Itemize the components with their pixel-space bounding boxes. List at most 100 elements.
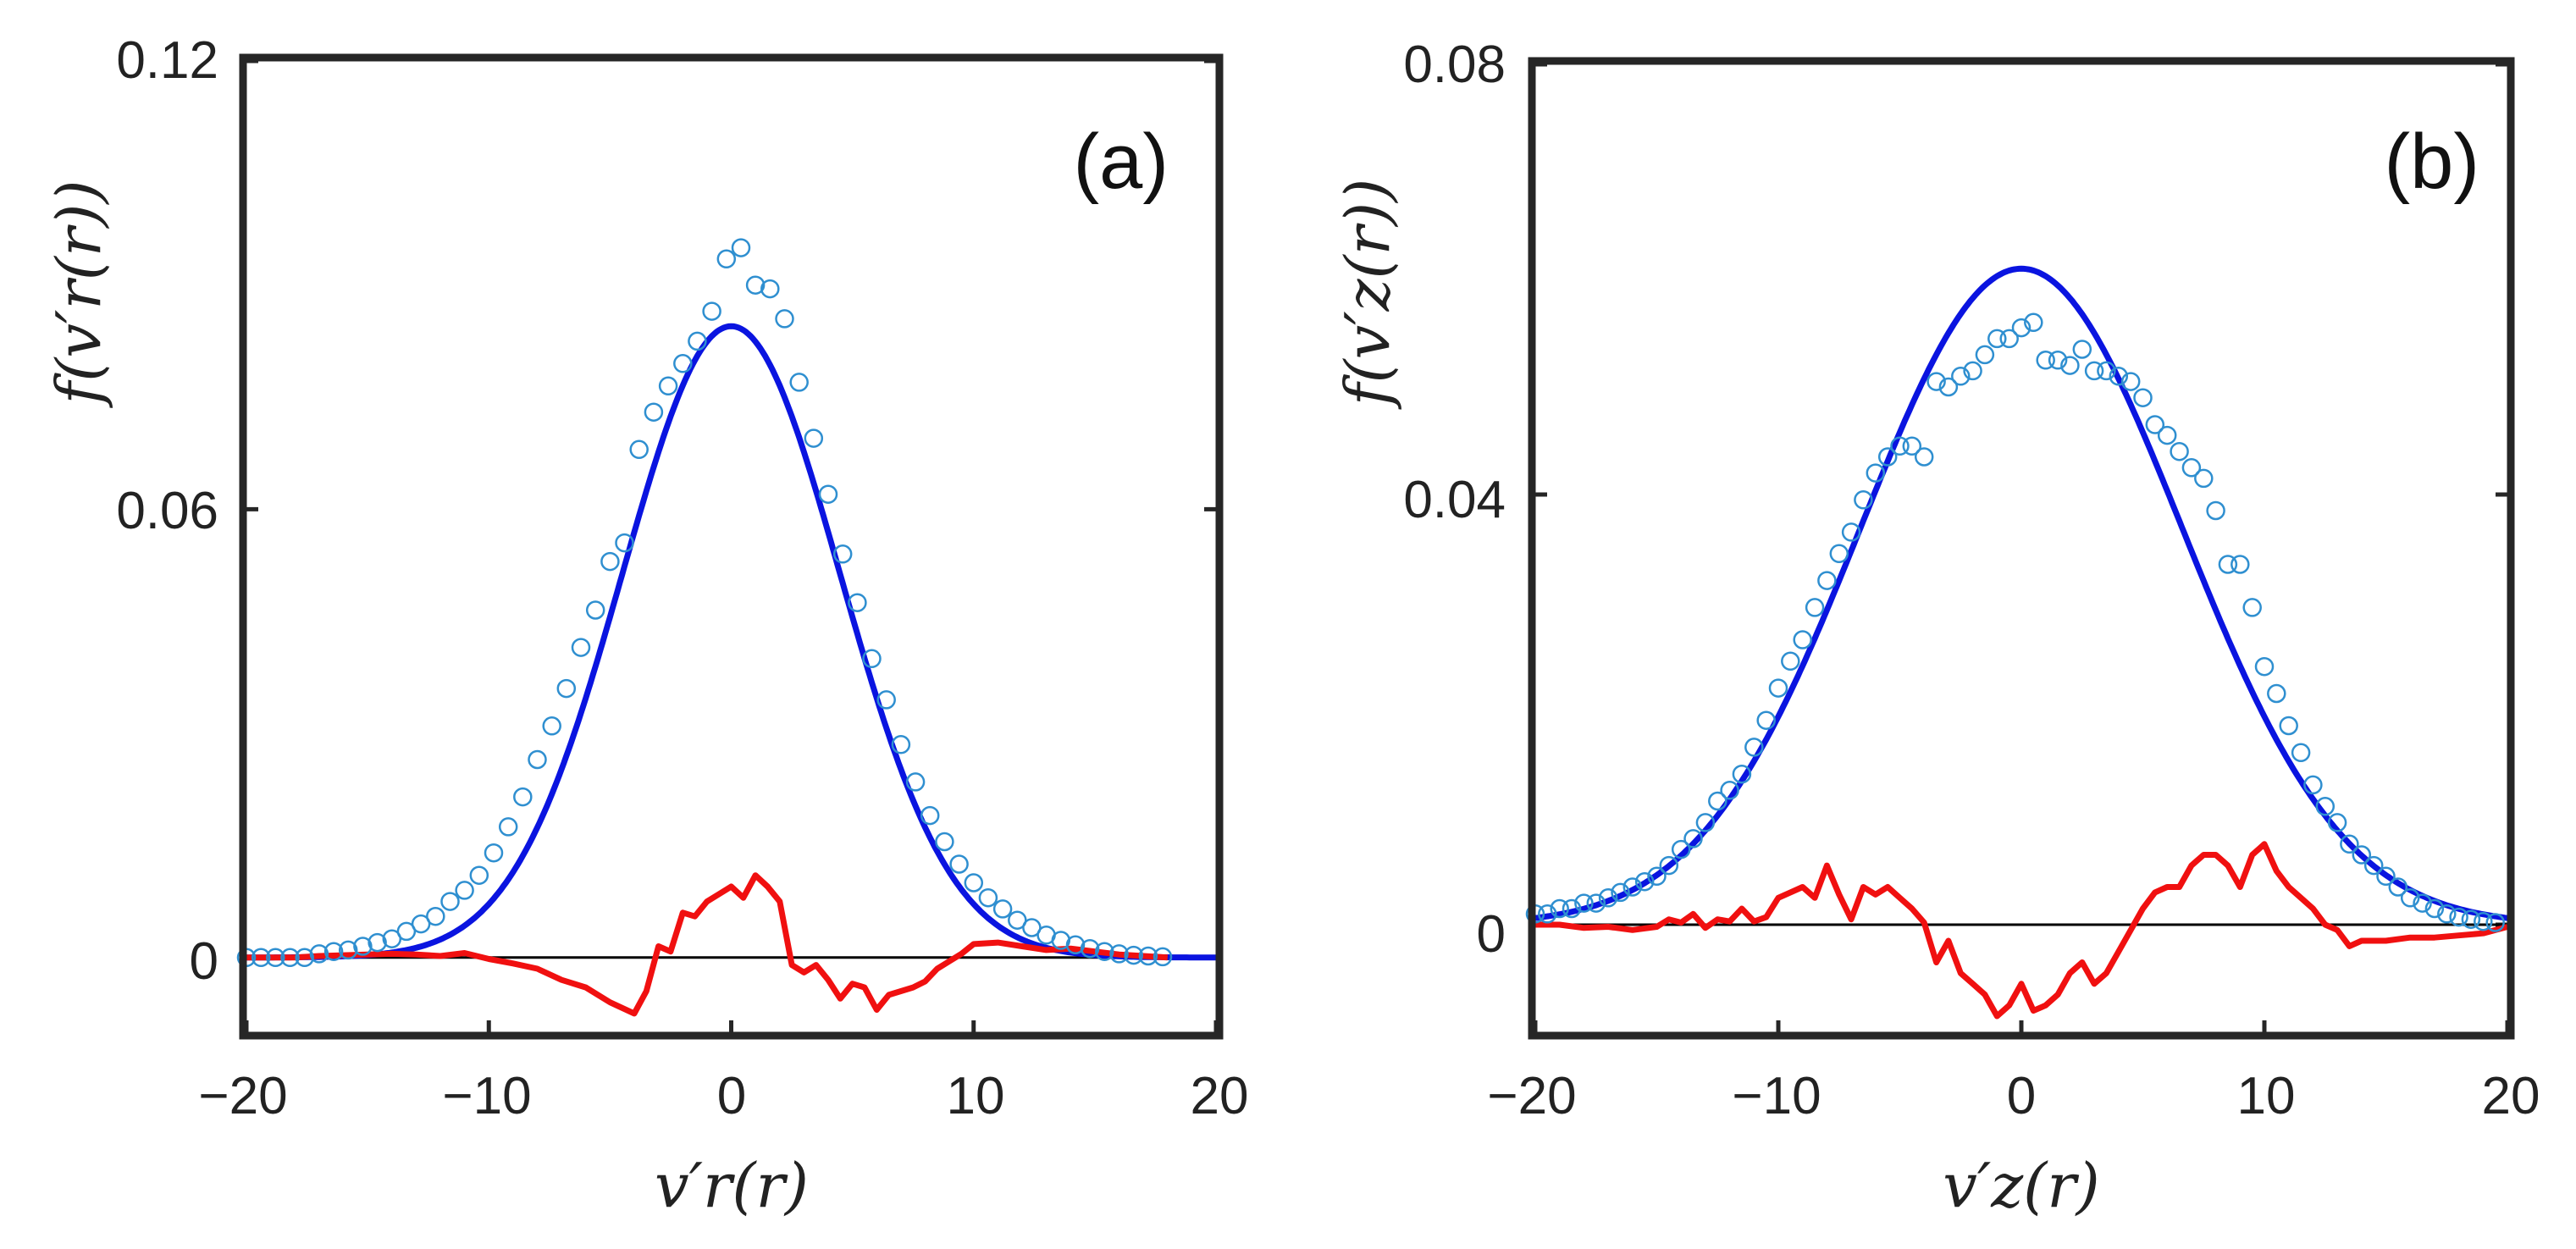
data-point (1683, 829, 1703, 848)
data-point (688, 331, 707, 351)
plot-area-b (1525, 62, 2510, 1032)
data-point (1095, 942, 1114, 961)
difference-line-b (1535, 841, 2508, 1020)
data-point (2048, 351, 2068, 370)
data-point (2231, 555, 2250, 574)
data-point (2291, 743, 2311, 763)
data-point (2315, 797, 2336, 816)
x-tick-label: −20 (1487, 1067, 1576, 1125)
x-tick-label: 0 (717, 1067, 746, 1125)
data-point (2145, 415, 2165, 434)
data-point (2474, 911, 2493, 931)
data-point (804, 428, 824, 448)
data-point (571, 638, 591, 657)
data-point (1720, 781, 1739, 800)
x-tick-label: 20 (2482, 1067, 2540, 1125)
data-point (891, 735, 911, 754)
data-point (1611, 882, 1630, 903)
data-point (1109, 944, 1129, 964)
data-point (615, 533, 634, 553)
data-point (862, 649, 882, 669)
data-point (1647, 866, 1667, 887)
data-point (1902, 436, 1922, 456)
data-point (309, 944, 329, 964)
x-axis-b: −20 −10 0 10 20 (1487, 1067, 2540, 1125)
data-point (1914, 447, 1934, 467)
data-point (1671, 839, 1691, 859)
data-point (1987, 329, 2007, 349)
data-point (266, 948, 285, 968)
data-point (2437, 904, 2457, 924)
y-axis-label-b: f(v′z(r)) (1332, 179, 1403, 410)
data-point (1708, 791, 1727, 811)
data-point (323, 942, 344, 961)
data-point (978, 887, 998, 908)
x-tick-label: −10 (442, 1067, 531, 1125)
data-point (964, 873, 984, 893)
data-point (1574, 893, 1594, 913)
data-point (2181, 458, 2202, 478)
data-point (280, 948, 300, 968)
data-point (992, 899, 1013, 919)
y-tick-label: 0.08 (1403, 36, 1506, 94)
data-point (2072, 340, 2092, 359)
data-point (818, 484, 838, 504)
data-point (2097, 361, 2116, 381)
data-point (1550, 898, 1569, 919)
data-point (949, 854, 969, 874)
plot-area-a (236, 58, 1219, 1032)
data-point (1695, 813, 1716, 832)
data-point (513, 787, 533, 807)
data-point (1022, 918, 1042, 937)
data-point (1975, 345, 1995, 365)
data-point (2084, 361, 2104, 381)
data-point (2194, 468, 2214, 489)
data-point (251, 948, 271, 968)
panel-label-a: (a) (1074, 119, 1169, 205)
data-point (1065, 935, 1086, 955)
fit-curve-b (1534, 265, 2508, 921)
data-point (1622, 877, 1643, 897)
data-point (1938, 377, 1959, 397)
data-point (2363, 855, 2384, 876)
data-point (920, 805, 940, 826)
data-point (2279, 716, 2298, 736)
data-point (1829, 544, 1849, 564)
data-point (2024, 312, 2043, 333)
data-point (585, 600, 605, 620)
data-point (556, 678, 577, 699)
data-point (716, 249, 737, 269)
data-point (2218, 555, 2238, 574)
x-tick-label: 20 (1191, 1067, 1249, 1125)
x-tick-label: −10 (1732, 1067, 1821, 1125)
data-point (2340, 834, 2359, 854)
panel-label-b: (b) (2385, 119, 2479, 205)
data-point (1877, 447, 1898, 467)
data-point (1138, 946, 1158, 966)
data-point (2157, 425, 2177, 445)
data-point (1538, 904, 1557, 924)
data-point (2461, 909, 2481, 929)
data-point (775, 309, 794, 329)
data-point (629, 439, 649, 460)
data-point (848, 593, 867, 612)
data-point (1781, 651, 1800, 671)
data-point (731, 238, 751, 257)
data-point (1562, 898, 1582, 919)
data-point (1598, 888, 1618, 908)
data-point (2400, 888, 2420, 908)
data-point (1124, 945, 1143, 965)
axes-frame-b (1528, 57, 2515, 1040)
y-tick-label: 0.04 (1403, 471, 1506, 529)
x-tick-label: 0 (2007, 1067, 2036, 1125)
data-point (760, 279, 780, 299)
data-point (745, 275, 766, 295)
y-tick-label: 0.06 (116, 482, 218, 540)
y-axis-a: 0 0.06 0.12 (116, 31, 218, 991)
data-point (1805, 598, 1825, 617)
data-point (2388, 877, 2408, 897)
x-tick-label: 10 (2237, 1067, 2296, 1125)
y-tick-label: 0 (190, 932, 218, 991)
data-point (2109, 367, 2129, 386)
data-point (2060, 356, 2080, 375)
